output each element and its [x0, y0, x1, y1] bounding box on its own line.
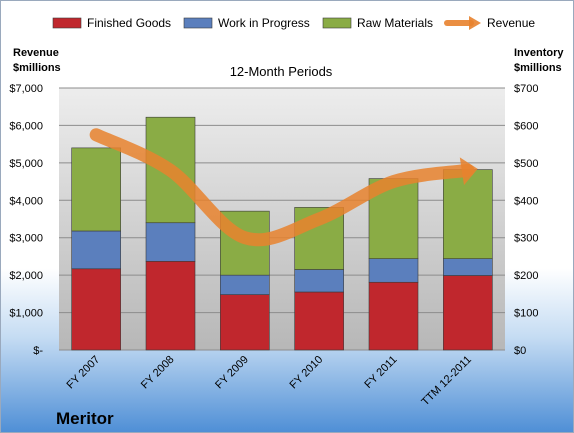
- bar-work-in-progress: [443, 258, 493, 276]
- right-tick-label: $200: [514, 270, 538, 282]
- left-axis-title-line1: Revenue: [13, 47, 59, 59]
- x-axis-ticks: FY 2007 FY 2008 FY 2009 FY 2010 FY 2011 TTM 1…: [65, 354, 474, 409]
- legend-swatch-raw-materials: [322, 17, 352, 29]
- bar-finished-goods: [220, 294, 270, 351]
- legend-label: Work in Progress: [218, 16, 310, 30]
- company-name: Meritor: [56, 409, 114, 428]
- legend-swatch-work-in-progress: [183, 17, 213, 29]
- left-tick-label: $4,000: [9, 195, 43, 207]
- bar-work-in-progress: [220, 274, 270, 295]
- right-axis-ticks: $0 $100 $200 $300 $400 $500 $600 $700: [514, 83, 538, 357]
- x-tick-label: FY 2009: [213, 354, 251, 392]
- x-tick-label: FY 2011: [362, 354, 399, 391]
- bar-finished-goods: [145, 260, 196, 351]
- legend-swatch-finished-goods: [52, 17, 82, 29]
- bar-finished-goods: [368, 281, 419, 351]
- right-tick-label: $500: [514, 158, 538, 170]
- legend-label: Finished Goods: [87, 16, 171, 30]
- right-tick-label: $0: [514, 345, 526, 357]
- x-tick-label: FY 2007: [65, 354, 103, 392]
- x-tick-label: FY 2010: [288, 354, 326, 392]
- left-tick-label: $6,000: [9, 120, 43, 132]
- revenue-line: [89, 128, 478, 247]
- revenue-line-path: [89, 128, 475, 247]
- legend-label: Revenue: [487, 16, 535, 30]
- bar-work-in-progress: [368, 258, 419, 283]
- right-axis-title-line1: Inventory: [514, 47, 564, 59]
- right-tick-label: $300: [514, 233, 538, 245]
- bar-work-in-progress: [294, 269, 344, 293]
- left-tick-label: $3,000: [9, 233, 43, 245]
- bar-raw-materials: [71, 147, 121, 232]
- legend: Finished Goods Work in Progress Raw Materi…: [52, 16, 535, 30]
- bars: [71, 116, 493, 351]
- right-tick-label: $700: [514, 83, 538, 95]
- bar-work-in-progress: [71, 230, 121, 270]
- left-axis-title-line2: $millions: [13, 62, 61, 74]
- legend-arrow-revenue: [469, 16, 481, 30]
- legend-label: Raw Materials: [357, 16, 433, 30]
- bar-work-in-progress: [145, 222, 196, 262]
- x-tick-label: FY 2008: [139, 354, 177, 392]
- bar-finished-goods: [294, 291, 344, 351]
- right-tick-label: $100: [514, 308, 538, 320]
- plot-area: [59, 88, 505, 350]
- left-tick-label: $5,000: [9, 158, 43, 170]
- left-tick-label: $2,000: [9, 270, 43, 282]
- bar-raw-materials: [443, 169, 493, 259]
- left-axis-ticks: $- $1,000 $2,000 $3,000 $4,000 $5,000 $6,000 $7…: [9, 83, 43, 357]
- right-tick-label: $400: [514, 195, 538, 207]
- left-tick-label: $7,000: [9, 83, 43, 95]
- right-tick-label: $600: [514, 120, 538, 132]
- bar-finished-goods: [443, 275, 493, 351]
- left-tick-label: $1,000: [9, 308, 43, 320]
- x-tick-label: TTM 12-2011: [419, 354, 474, 409]
- right-axis-title-line2: $millions: [514, 62, 562, 74]
- left-tick-label: $-: [33, 345, 43, 357]
- bar-finished-goods: [71, 268, 121, 351]
- revenue-arrowhead: [459, 157, 478, 186]
- plot-title: 12-Month Periods: [230, 64, 333, 79]
